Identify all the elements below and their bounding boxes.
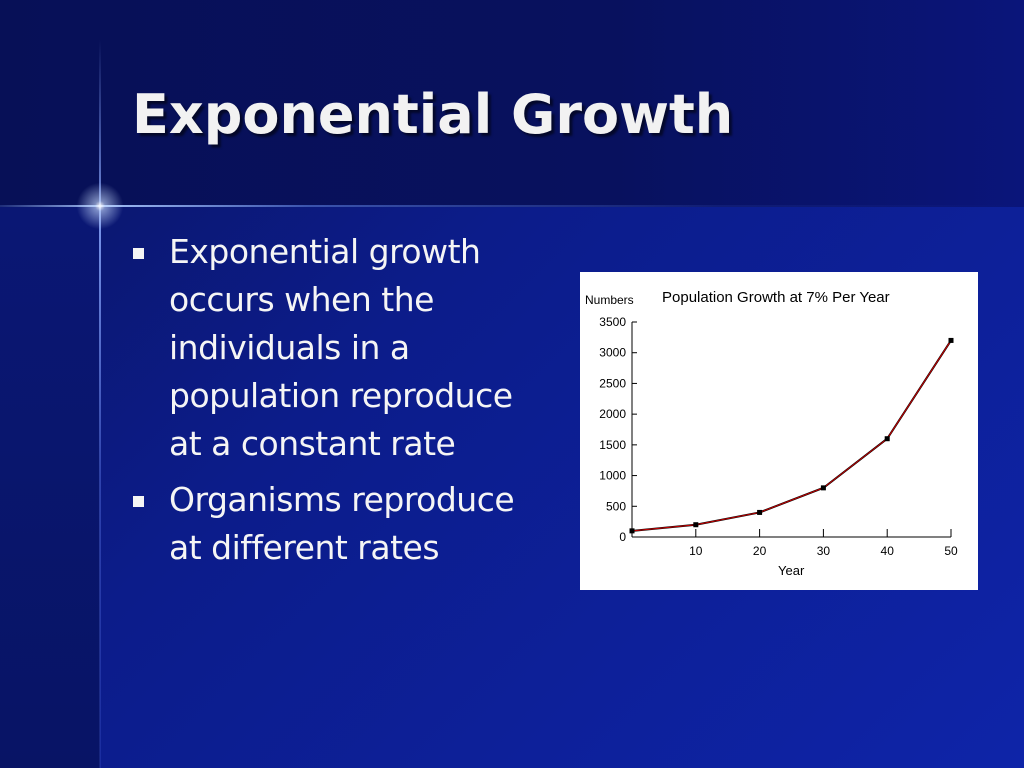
series-line-shadow (631, 339, 952, 532)
y-tick-label: 0 (619, 530, 626, 544)
y-tick-label: 3000 (599, 346, 626, 360)
horizontal-accent-line (0, 205, 1024, 207)
square-bullet-icon (133, 496, 144, 507)
chart-title: Population Growth at 7% Per Year (662, 289, 890, 306)
left-band (0, 207, 100, 768)
y-tick-label: 500 (606, 499, 626, 513)
data-point (693, 522, 699, 528)
bullet-item: Organisms reproduce at different rates (132, 476, 532, 572)
star-sparkle-icon (70, 176, 130, 236)
y-tick-label: 3500 (599, 315, 626, 329)
x-tick-label: 10 (689, 544, 703, 558)
x-tick-label: 40 (881, 544, 895, 558)
bullet-item: Exponential growth occurs when the indiv… (132, 228, 532, 468)
data-point (884, 436, 890, 442)
data-point (629, 528, 635, 534)
x-tick-label: 20 (753, 544, 767, 558)
x-axis-label: Year (778, 563, 805, 578)
x-tick-label: 50 (944, 544, 958, 558)
bullet-text: Organisms reproduce at different rates (169, 480, 515, 567)
series-line (631, 340, 952, 532)
bullet-text: Exponential growth occurs when the indiv… (169, 232, 513, 463)
x-tick-label: 30 (817, 544, 831, 558)
data-point (820, 485, 826, 491)
population-chart: Numbers Population Growth at 7% Per Year… (585, 289, 958, 578)
data-point (757, 509, 763, 515)
data-point (948, 337, 954, 343)
chart-image: Numbers Population Growth at 7% Per Year… (580, 272, 978, 590)
series (629, 337, 954, 534)
ticks: 0 500 1000 1500 2000 2500 3000 3500 10 20 30 40 50 (599, 315, 958, 558)
y-tick-label: 1500 (599, 438, 626, 452)
slide-title: Exponential Growth (132, 83, 734, 146)
y-tick-label: 2500 (599, 376, 626, 390)
y-tick-label: 1000 (599, 469, 626, 483)
title-band (0, 0, 1024, 207)
y-axis-label: Numbers (585, 293, 634, 307)
bullet-list: Exponential growth occurs when the indiv… (132, 228, 532, 580)
square-bullet-icon (133, 248, 144, 259)
axes (631, 322, 951, 538)
y-tick-label: 2000 (599, 407, 626, 421)
vertical-accent-line (99, 40, 101, 768)
